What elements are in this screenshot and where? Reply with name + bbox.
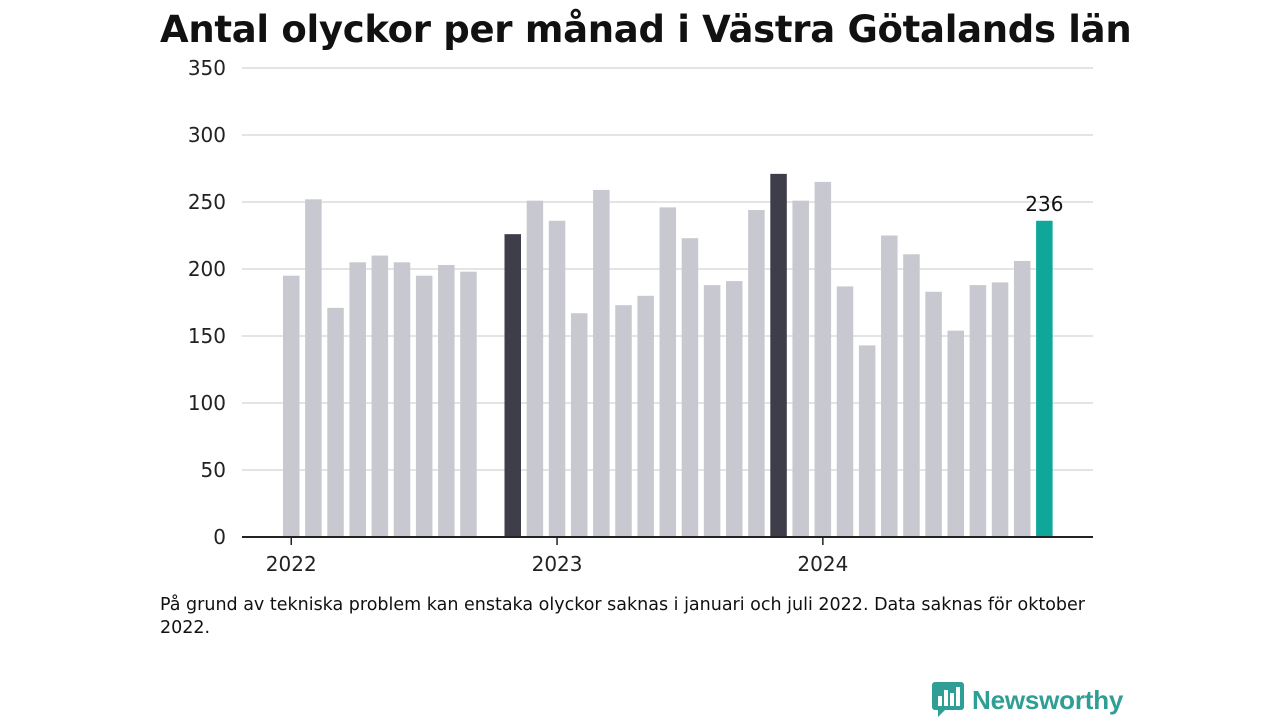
data-labels: 236 xyxy=(1025,192,1063,216)
bar-2022-07 xyxy=(415,275,433,537)
y-tick-label: 200 xyxy=(188,257,226,281)
bar-2022-09 xyxy=(460,271,477,537)
bar-2024-08 xyxy=(969,285,987,537)
bar-2024-02 xyxy=(836,286,854,537)
bar-2023-06 xyxy=(659,207,677,538)
bar-2022-11 xyxy=(504,234,521,537)
bar-2024-04 xyxy=(881,235,898,537)
bar-2023-09 xyxy=(726,281,743,537)
bar-2022-02 xyxy=(305,199,322,537)
bar-2023-11 xyxy=(770,173,787,538)
bars xyxy=(283,173,1053,538)
bar-2023-04 xyxy=(615,305,632,537)
x-axis: 2022 2023 2024 xyxy=(242,536,1093,576)
x-tick-label-2023: 2023 xyxy=(532,552,583,576)
y-tick-label: 0 xyxy=(213,525,226,549)
bar-2022-08 xyxy=(438,264,455,537)
bar-2024-07 xyxy=(947,330,964,537)
y-tick-label: 250 xyxy=(188,190,226,214)
bar-2022-04 xyxy=(349,262,366,537)
y-tick-label: 300 xyxy=(188,123,226,147)
bar-2022-01 xyxy=(283,275,300,537)
chart-title: Antal olyckor per månad i Västra Götalan… xyxy=(160,8,1132,51)
bar-2023-01 xyxy=(548,220,566,537)
data-label-current: 236 xyxy=(1025,192,1063,216)
bar-2024-10 xyxy=(1013,260,1031,537)
bar-2024-11 xyxy=(1036,220,1053,537)
bar-2024-01 xyxy=(814,181,832,537)
bar-chart: 0 50 100 150 200 250 300 350 2022 2023 2024 236 xyxy=(188,56,1093,576)
y-tick-label: 350 xyxy=(188,56,226,80)
bar-2023-08 xyxy=(703,285,721,537)
x-tick-label-2024: 2024 xyxy=(797,552,848,576)
bar-2024-05 xyxy=(903,254,920,537)
y-axis-ticks: 0 50 100 150 200 250 300 350 xyxy=(188,56,226,549)
brand-name: Newsworthy xyxy=(972,684,1124,715)
bar-chart-speech-bubble-icon xyxy=(932,682,964,717)
bar-2023-03 xyxy=(593,189,610,537)
bar-2024-09 xyxy=(991,282,1009,537)
bar-2023-12 xyxy=(792,200,809,537)
bar-2022-12 xyxy=(526,200,544,537)
bar-2023-02 xyxy=(570,313,588,537)
bar-2024-03 xyxy=(858,345,876,537)
x-tick-label-2022: 2022 xyxy=(266,552,317,576)
y-tick-label: 100 xyxy=(188,391,226,415)
footnote: På grund av tekniska problem kan enstaka… xyxy=(160,595,1085,638)
y-tick-label: 50 xyxy=(201,458,226,482)
bar-2022-05 xyxy=(371,255,389,537)
bar-2023-05 xyxy=(637,295,654,537)
brand-logo: Newsworthy xyxy=(932,682,1123,718)
bar-2023-07 xyxy=(681,238,699,537)
bar-2023-10 xyxy=(748,210,765,538)
bar-2024-06 xyxy=(925,291,942,537)
bar-2022-06 xyxy=(393,262,411,537)
y-tick-label: 150 xyxy=(188,324,226,348)
bar-2022-03 xyxy=(327,307,344,537)
